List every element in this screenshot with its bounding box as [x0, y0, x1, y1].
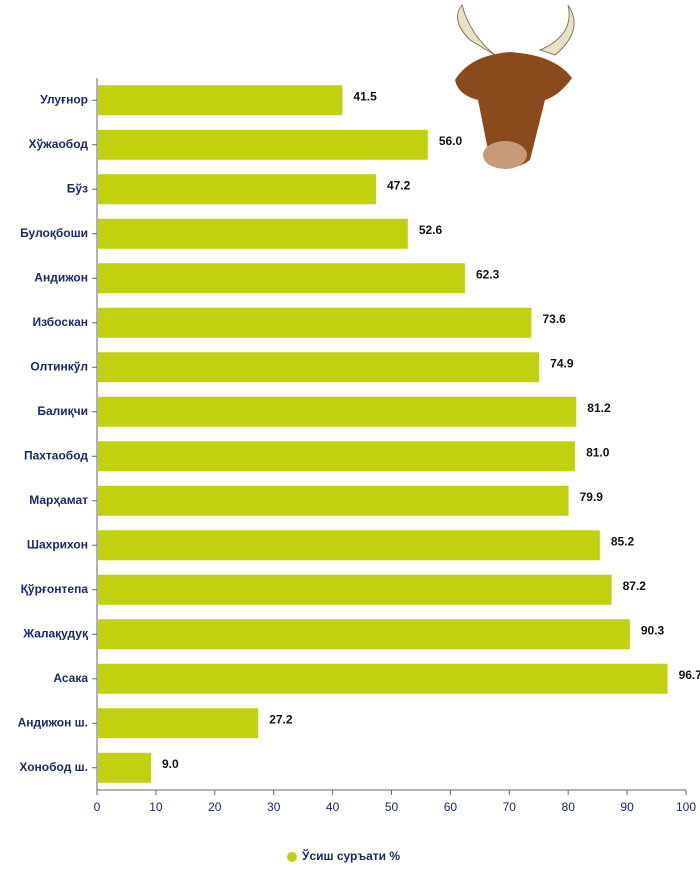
y-tick-label: Андижон ш. — [18, 715, 88, 729]
bar — [98, 352, 540, 383]
muzzle — [483, 141, 527, 169]
legend-marker — [287, 852, 297, 862]
y-tick-label: Марҳамат — [29, 493, 88, 507]
horn — [457, 3, 496, 56]
x-tick-label: 100 — [676, 800, 696, 814]
bar — [98, 129, 428, 160]
bar — [98, 663, 668, 694]
y-tick-label: Улуғнор — [40, 92, 88, 106]
x-tick-label: 0 — [94, 800, 101, 814]
x-tick-label: 60 — [444, 800, 458, 814]
data-label: 9.0 — [162, 757, 179, 771]
y-tick-label: Жалақудуқ — [22, 626, 88, 640]
data-label: 90.3 — [641, 623, 665, 637]
data-label: 81.0 — [586, 445, 610, 459]
x-tick-label: 70 — [503, 800, 517, 814]
data-label: 27.2 — [269, 712, 293, 726]
y-tick-label: Пахтаобод — [24, 448, 88, 462]
y-tick-label: Избоскан — [33, 315, 88, 329]
bar — [98, 485, 569, 516]
x-tick-label: 40 — [326, 800, 340, 814]
bar — [98, 263, 465, 294]
data-label: 56.0 — [439, 134, 463, 148]
bar — [98, 307, 532, 338]
y-tick-label: Олтинкўл — [30, 359, 88, 373]
data-label: 79.9 — [580, 490, 604, 504]
data-label: 85.2 — [611, 534, 635, 548]
bar — [98, 85, 343, 116]
data-label: 52.6 — [419, 223, 443, 237]
y-tick-label: Бўз — [67, 181, 88, 195]
bar — [98, 396, 577, 427]
bar — [98, 174, 377, 205]
data-label: 87.2 — [623, 579, 647, 593]
bar — [98, 530, 600, 561]
data-label: 62.3 — [476, 267, 500, 281]
data-label: 96.7 — [679, 668, 700, 682]
x-tick-label: 20 — [208, 800, 222, 814]
y-tick-label: Хўжаобод — [28, 137, 88, 151]
bar — [98, 218, 408, 249]
bar — [98, 752, 152, 783]
head — [455, 52, 572, 168]
data-label: 47.2 — [387, 178, 411, 192]
bar — [98, 441, 576, 472]
x-tick-label: 90 — [620, 800, 634, 814]
y-tick-label: Балиқчи — [37, 404, 88, 418]
y-tick-label: Андижон — [34, 270, 88, 284]
x-tick-label: 80 — [562, 800, 576, 814]
data-label: 73.6 — [543, 312, 567, 326]
x-tick-label: 50 — [385, 800, 399, 814]
bull-image — [455, 3, 575, 169]
y-tick-label: Асака — [53, 671, 88, 685]
data-label: 74.9 — [550, 356, 574, 370]
y-tick-label: Булоқбоши — [20, 226, 88, 240]
y-tick-label: Қўрғонтепа — [21, 582, 89, 596]
horn — [538, 4, 575, 56]
legend-label: Ўсиш суръати % — [301, 848, 400, 863]
y-tick-label: Хонобод ш. — [19, 760, 88, 774]
y-tick-label: Шахрихон — [27, 537, 88, 551]
x-tick-label: 10 — [149, 800, 163, 814]
bar — [98, 708, 259, 739]
data-label: 81.2 — [587, 401, 611, 415]
bar — [98, 574, 612, 605]
data-label: 41.5 — [353, 89, 377, 103]
bar — [98, 619, 630, 650]
x-tick-label: 30 — [267, 800, 281, 814]
